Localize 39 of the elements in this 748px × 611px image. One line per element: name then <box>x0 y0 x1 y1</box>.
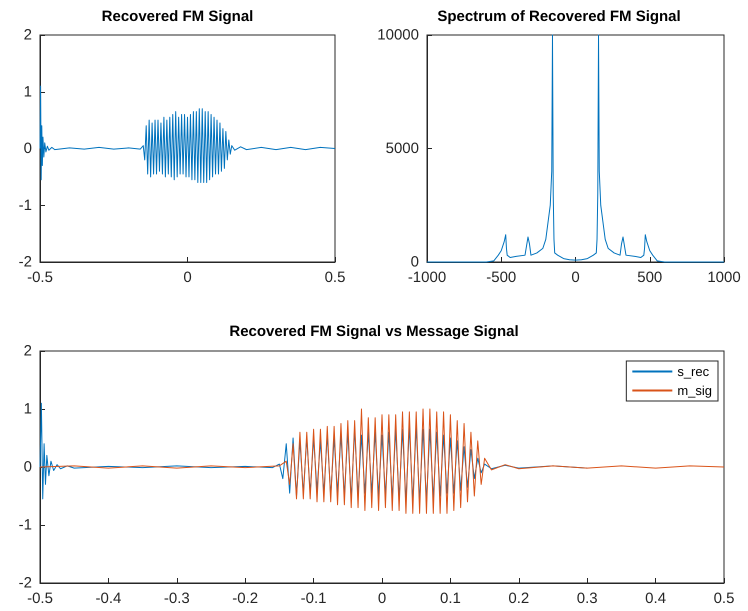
x-tick-label: -0.4 <box>95 590 122 607</box>
line-series <box>40 86 336 184</box>
y-tick-label: 10000 <box>377 26 419 44</box>
x-tick-label: -1000 <box>408 269 446 286</box>
y-tick-label: 2 <box>24 342 32 360</box>
y-tick-label: 2 <box>24 26 32 44</box>
x-tick-label: 0.4 <box>645 590 666 607</box>
chart-title: Recovered FM Signal vs Message Signal <box>229 323 519 340</box>
y-tick-label: -2 <box>18 254 32 270</box>
y-tick-label: 0 <box>24 140 32 157</box>
x-tick-label: 0.5 <box>714 590 734 607</box>
chart-title: Recovered FM Signal <box>102 8 254 25</box>
x-tick-label: 0 <box>183 269 192 286</box>
legend-label: s_rec <box>677 364 710 379</box>
y-tick-label: 5000 <box>386 140 419 157</box>
x-tick-label: -0.2 <box>232 590 258 607</box>
x-tick-label: -0.5 <box>27 590 53 607</box>
x-tick-label: -500 <box>486 269 516 286</box>
y-tick-label: -1 <box>18 196 32 214</box>
y-tick-label: 1 <box>24 83 32 100</box>
legend-label: m_sig <box>677 383 712 398</box>
x-tick-label: 0.3 <box>576 590 598 607</box>
line-series <box>426 34 724 262</box>
x-tick-label: -0.3 <box>164 590 190 607</box>
x-tick-label: 0.1 <box>440 590 461 607</box>
x-tick-label: 0.2 <box>508 590 530 607</box>
chart-title: Spectrum of Recovered FM Signal <box>437 8 681 25</box>
y-tick-label: -2 <box>18 574 32 592</box>
y-tick-label: 0 <box>24 458 32 476</box>
x-tick-label: 1000 <box>707 269 741 286</box>
x-tick-label: 0.5 <box>324 269 346 286</box>
y-tick-label: -1 <box>18 516 32 534</box>
x-tick-label: -0.1 <box>300 590 327 607</box>
x-tick-label: 0 <box>571 269 580 286</box>
y-tick-label: 1 <box>24 400 32 418</box>
x-tick-label: -0.5 <box>27 269 53 286</box>
y-tick-label: 0 <box>410 254 419 270</box>
x-tick-label: 500 <box>637 269 662 286</box>
line-series <box>40 408 724 514</box>
